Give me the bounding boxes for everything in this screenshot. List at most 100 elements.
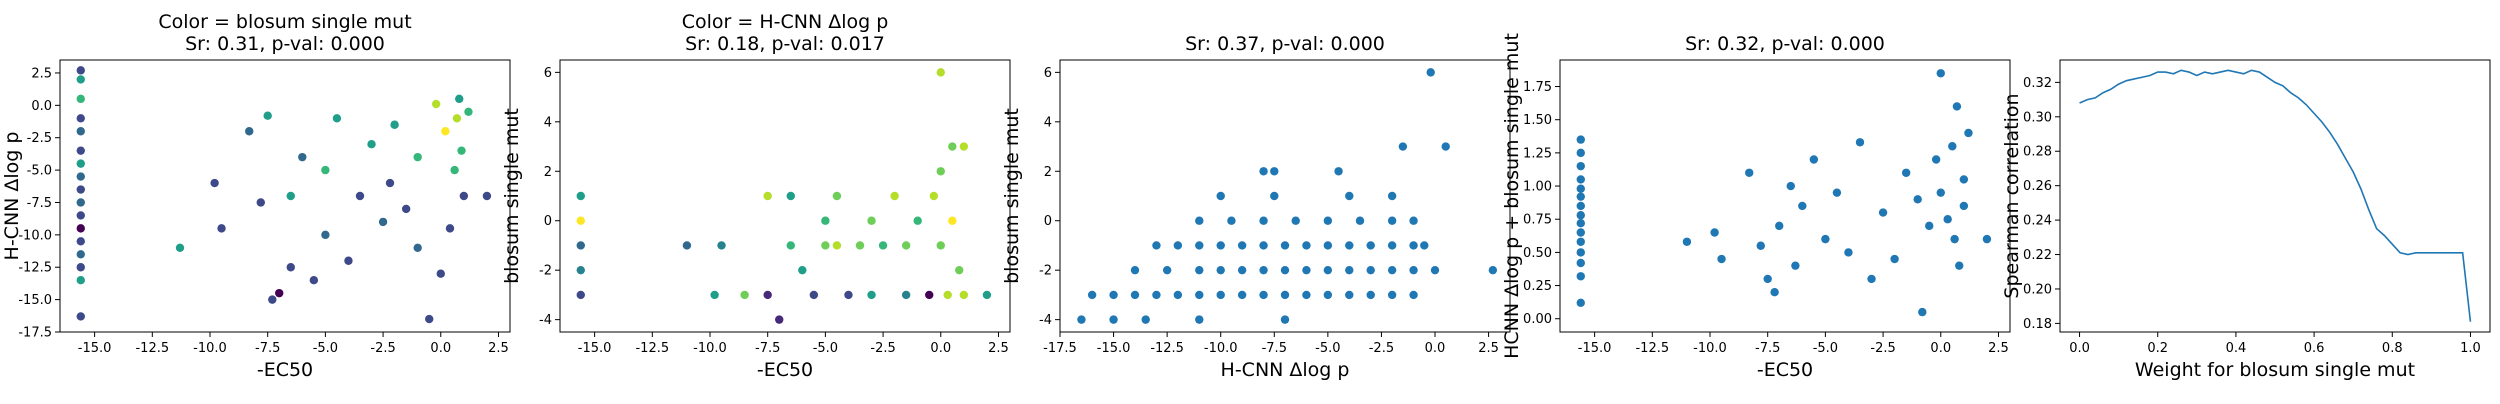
- scatter-point: [576, 265, 585, 275]
- scatter-point: [1409, 216, 1418, 225]
- x-tick-label: -15.0: [78, 341, 112, 356]
- scatter-point: [1710, 228, 1719, 237]
- scatter-point: [1302, 265, 1311, 275]
- y-tick-label: 1.25: [1523, 146, 1552, 161]
- scatter-point: [1844, 248, 1853, 257]
- scatter-point: [1918, 307, 1927, 317]
- x-tick-label: -10.0: [1693, 341, 1727, 356]
- scatter-point: [832, 191, 842, 201]
- scatter-point: [76, 275, 85, 285]
- y-tick-label: 0.0: [31, 99, 52, 114]
- scatter-point: [425, 314, 434, 324]
- subplot-2: Color = H-CNN Δlog pSr: 0.18, p-val: 0.0…: [501, 11, 1011, 381]
- scatter-point: [1237, 265, 1247, 275]
- scatter-point: [1334, 167, 1343, 176]
- scatter-point: [901, 241, 911, 250]
- scatter-point: [76, 211, 85, 220]
- scatter-point: [1576, 201, 1585, 211]
- scatter-point: [1087, 290, 1097, 300]
- scatter-point: [76, 224, 85, 233]
- y-tick-label: 0.24: [2023, 214, 2052, 229]
- x-tick-label: 1.0: [2460, 341, 2481, 356]
- scatter-point: [482, 191, 492, 201]
- y-tick-label: 0.32: [2023, 76, 2052, 91]
- y-tick-label: -2: [1039, 264, 1052, 279]
- scatter-point: [1791, 261, 1800, 270]
- scatter-point: [1952, 102, 1962, 111]
- scatter-point: [1237, 290, 1247, 300]
- scatter-point: [1366, 290, 1375, 300]
- scatter-point: [76, 146, 85, 155]
- scatter-point: [413, 152, 422, 162]
- x-tick-label: 0.0: [2069, 341, 2090, 356]
- y-tick-label: 4: [1044, 115, 1052, 130]
- x-tick-label: -12.5: [135, 341, 169, 356]
- scatter-point: [1745, 168, 1754, 177]
- scatter-point: [355, 191, 365, 201]
- scatter-point: [436, 269, 445, 278]
- scatter-point: [1259, 216, 1268, 225]
- scatter-point: [321, 165, 330, 175]
- scatter-point: [1302, 290, 1311, 300]
- x-tick-label: -17.5: [1043, 341, 1077, 356]
- scatter-point: [1441, 142, 1450, 151]
- y-tick-label: -17.5: [18, 326, 52, 341]
- scatter-point: [1345, 290, 1354, 300]
- scatter-point: [1259, 265, 1268, 275]
- scatter-point: [576, 216, 585, 225]
- subplot-3: Sr: 0.37, p-val: 0.000 -17.5 -15.0 -12.5 -10…: [1001, 33, 1511, 381]
- scatter-point: [1130, 265, 1140, 275]
- scatter-point: [1488, 265, 1498, 275]
- axes-frame: [1059, 59, 1511, 333]
- scatter-point: [1925, 221, 1934, 231]
- x-axis-label: -EC50: [757, 359, 813, 381]
- scatter-point: [1576, 192, 1585, 201]
- scatter-point: [464, 107, 473, 117]
- y-tick-label: 1.50: [1523, 113, 1552, 128]
- scatter-point: [959, 290, 969, 300]
- y-tick-label: 0: [544, 214, 552, 229]
- scatter-point: [1420, 241, 1429, 250]
- scatter-point: [76, 66, 85, 75]
- scatter-point: [275, 288, 284, 298]
- scatter-point: [457, 146, 466, 155]
- scatter-point: [1948, 142, 1957, 151]
- scatter-point: [786, 191, 795, 201]
- scatter-point: [948, 142, 957, 151]
- scatter-point: [1173, 241, 1183, 250]
- scatter-point: [1280, 315, 1290, 324]
- x-tick-label: -2.5: [1369, 341, 1394, 356]
- scatter-point: [717, 241, 726, 250]
- scatter-point: [955, 265, 964, 275]
- x-tick-label: 0.6: [2304, 341, 2325, 356]
- scatter-point: [1216, 290, 1225, 300]
- scatter-point: [1931, 155, 1941, 164]
- scatter-point: [1398, 142, 1408, 151]
- scatter-point: [76, 263, 85, 272]
- scatter-point: [441, 127, 450, 136]
- scatter-point: [1943, 215, 1952, 224]
- scatter-point: [936, 68, 945, 77]
- x-axis-label: -EC50: [1757, 359, 1813, 381]
- scatter-point: [263, 111, 272, 120]
- y-tick-label: 0.75: [1523, 213, 1552, 228]
- y-tick-label: 0.50: [1523, 246, 1552, 261]
- scatter-point: [452, 114, 462, 123]
- x-tick-label: -10.0: [693, 341, 727, 356]
- scatter-point: [286, 191, 295, 201]
- scatter-point: [1237, 241, 1247, 250]
- scatter-point: [76, 159, 85, 168]
- scatter-point: [1387, 241, 1397, 250]
- scatter-point: [844, 290, 853, 300]
- y-tick-label: -4: [1039, 313, 1052, 328]
- scatter-point: [1291, 216, 1300, 225]
- scatter-point: [821, 216, 830, 225]
- x-tick-label: 0.0: [930, 341, 951, 356]
- scatter-point: [367, 139, 376, 149]
- scatter-point: [890, 191, 899, 201]
- scatter-point: [948, 216, 957, 225]
- y-tick-label: -7.5: [27, 196, 52, 211]
- y-tick-label: -5.0: [27, 164, 52, 179]
- y-tick-label: 0.00: [1523, 312, 1552, 327]
